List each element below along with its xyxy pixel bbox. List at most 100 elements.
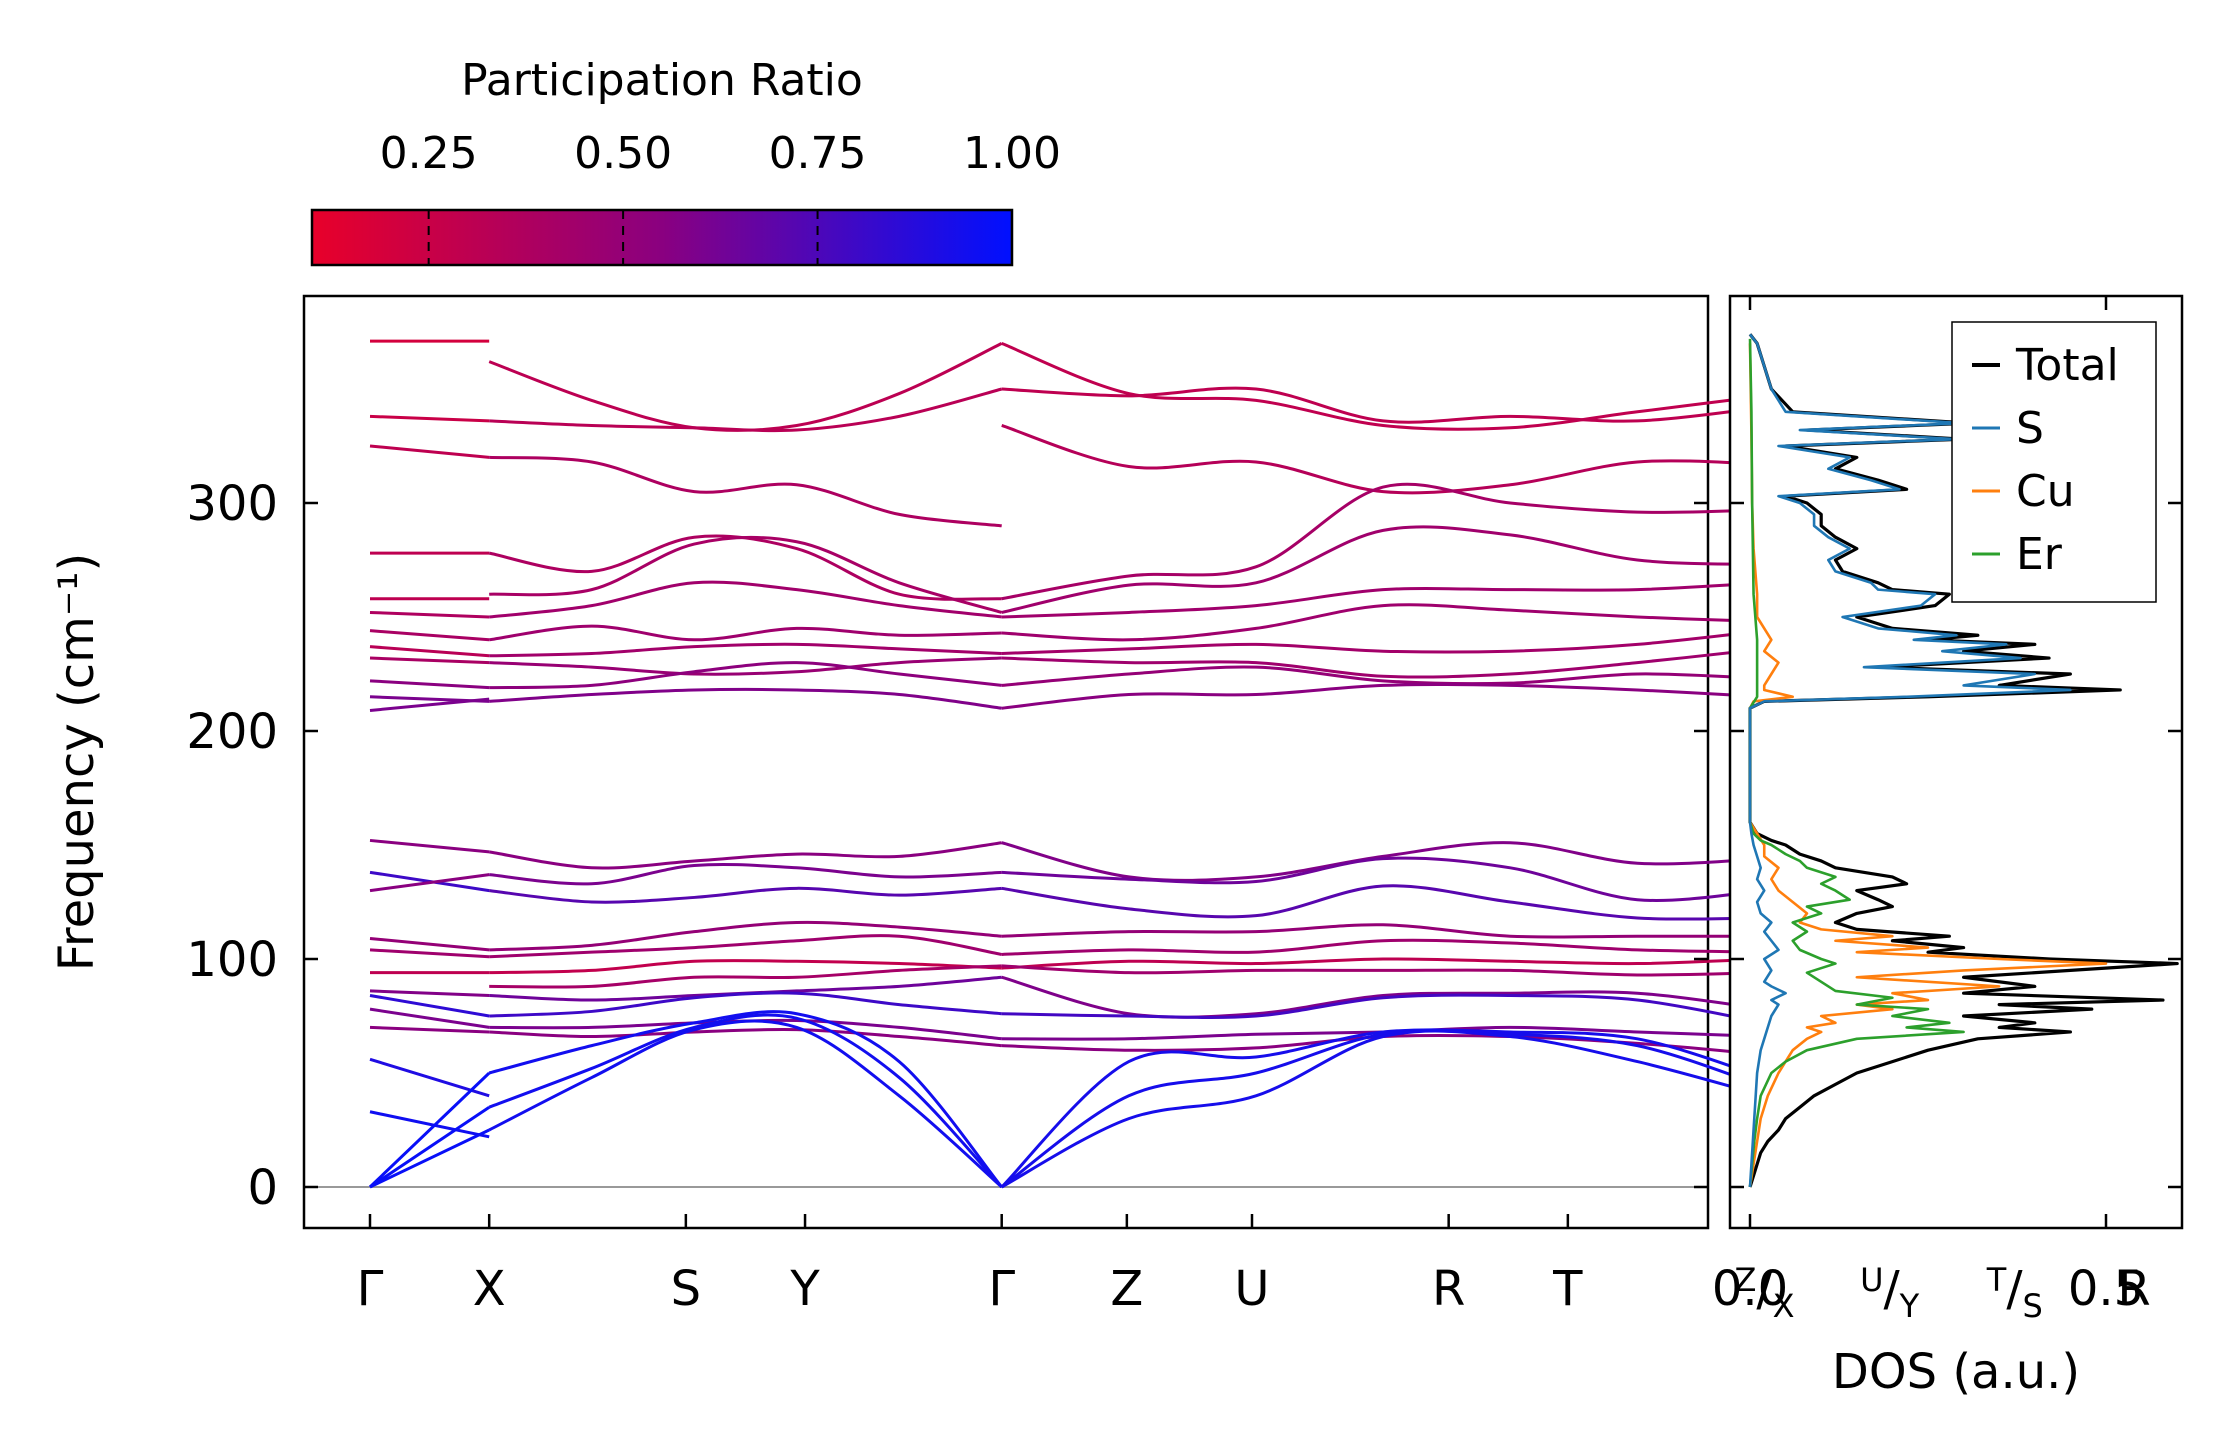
y-axis-label: Frequency (cm⁻¹) — [49, 553, 105, 971]
phonon-band-line — [369, 645, 490, 658]
phonon-band-line — [489, 920, 1002, 952]
phonon-band-line — [369, 1025, 490, 1034]
phonon-band-line — [489, 535, 1003, 614]
k-point-label: U — [1234, 1261, 1269, 1317]
phonon-band-line — [369, 948, 490, 959]
y-tick-label: 0 — [247, 1160, 278, 1216]
legend-label-s[interactable]: S — [2016, 403, 2044, 454]
phonon-band-line — [489, 580, 1002, 619]
k-point-label: Γ — [357, 1261, 384, 1317]
k-point-label: T — [1552, 1261, 1583, 1317]
phonon-band-line — [1001, 841, 1765, 882]
phonon-band-line — [369, 838, 490, 854]
phonon-band-line — [489, 886, 1002, 904]
y-tick-label: 100 — [186, 932, 278, 988]
phonon-band-line — [369, 1110, 490, 1139]
colorbar-tick-label: 0.50 — [574, 128, 672, 179]
dos-x-axis-label: DOS (a.u.) — [1832, 1344, 2080, 1400]
phonon-band-line — [1001, 424, 1765, 495]
phonon-band-line — [489, 387, 1003, 433]
k-point-label: Γ — [988, 1261, 1015, 1317]
phonon-band-line — [1000, 1029, 1765, 1189]
phonon-band-line — [369, 679, 490, 690]
phonon-band-line — [1001, 923, 1765, 939]
phonon-band-line — [1001, 629, 1765, 655]
phonon-band-line — [369, 936, 490, 952]
legend-label-er[interactable]: Er — [2016, 529, 2063, 580]
dos-x-tick-label: 0.5 — [2068, 1261, 2144, 1317]
phonon-band-line — [489, 642, 1002, 658]
colorbar-label: Participation Ratio — [461, 55, 863, 106]
phonon-band-line — [369, 1057, 490, 1098]
dos-curves — [1748, 333, 2179, 1188]
phonon-band-line — [1001, 603, 1765, 642]
y-tick-label: 200 — [186, 704, 278, 760]
phonon-band-line — [1000, 1028, 1765, 1189]
dos-axes: 0.0 0.5 — [1712, 296, 2182, 1317]
phonon-band-line — [488, 1013, 1003, 1189]
phonon-band-line — [369, 989, 490, 997]
phonon-band-line — [369, 444, 490, 459]
phonon-band-line — [489, 959, 1002, 975]
colorbar-ticks: 0.25 0.50 0.75 1.00 — [380, 128, 1061, 265]
dos-legend[interactable]: Total S Cu Er — [1951, 321, 2157, 603]
phonon-band-line — [369, 873, 490, 893]
phonon-band-line — [488, 1010, 1003, 1188]
phonon-band-line — [1001, 683, 1765, 710]
phonon-band-line — [1001, 386, 1765, 424]
phonon-band-line — [489, 687, 1002, 710]
dos-curve-s — [1748, 333, 2072, 1188]
phonon-band-line — [488, 841, 1002, 870]
colorbar-gradient — [310, 208, 1014, 267]
phonon-band-line — [489, 1028, 1002, 1048]
phonon-band-line — [1000, 1029, 1765, 1189]
phonon-band-line — [1001, 964, 1765, 977]
phonon-band-line — [1001, 665, 1765, 687]
phonon-band-line — [369, 656, 490, 665]
phonon-band-line — [489, 934, 1002, 959]
legend-label-cu[interactable]: Cu — [2016, 466, 2075, 517]
colorbar: Participation Ratio 0.25 0.50 0.75 1.00 — [310, 55, 1061, 267]
phonon-band-line — [1001, 938, 1765, 956]
colorbar-tick-label: 1.00 — [963, 128, 1061, 179]
y-tick-label: 300 — [186, 476, 278, 532]
k-point-label: Z/X — [1735, 1261, 1795, 1325]
phonon-band-line — [369, 1105, 491, 1189]
phonon-band-line — [1001, 525, 1765, 614]
phonon-band-line — [1001, 482, 1765, 601]
phonon-band-line — [489, 656, 1002, 676]
k-point-label: U/Y — [1860, 1261, 1920, 1325]
phonon-band-line — [369, 1128, 490, 1189]
k-point-label: R — [1432, 1261, 1465, 1317]
phonon-band-line — [369, 610, 490, 619]
phonon-band-line — [369, 414, 490, 423]
k-point-label: Z — [1110, 1261, 1143, 1317]
phonon-band-line — [1001, 581, 1765, 619]
k-point-label: X — [473, 1261, 506, 1317]
phonon-band-line — [489, 991, 1002, 1018]
k-point-label: S — [671, 1261, 701, 1317]
dos-x-tick-label: 0.0 — [1712, 1261, 1788, 1317]
phonon-band-line — [489, 661, 1002, 690]
dos-curve-total — [1748, 333, 2179, 1188]
band-panel-frame — [302, 294, 1710, 1230]
dos-curve-cu — [1748, 343, 2108, 1188]
y-axis-label-text: Frequency (cm⁻¹) — [49, 553, 105, 971]
phonon-band-line — [1001, 884, 1765, 921]
phonon-band-line — [369, 629, 490, 642]
k-point-label: Y — [789, 1261, 820, 1317]
phonon-band-line — [369, 697, 490, 712]
phonon-band-line — [488, 624, 1002, 642]
phonon-band-line — [1001, 993, 1765, 1025]
phonon-band-line — [369, 994, 490, 1018]
phonon-band-line — [488, 1019, 1003, 1189]
phonon-band-line — [489, 455, 1002, 528]
k-point-label: T/S — [1986, 1261, 2043, 1325]
dos-panel: 0.0 0.5 DOS (a.u.) Total S Cu Er — [1712, 294, 2184, 1400]
phonon-band-line — [1001, 856, 1765, 902]
phonon-band-line — [1001, 342, 1765, 431]
phonon-band-line — [368, 1071, 491, 1189]
colorbar-tick-label: 0.75 — [769, 128, 867, 179]
legend-label-total[interactable]: Total — [2015, 340, 2119, 391]
